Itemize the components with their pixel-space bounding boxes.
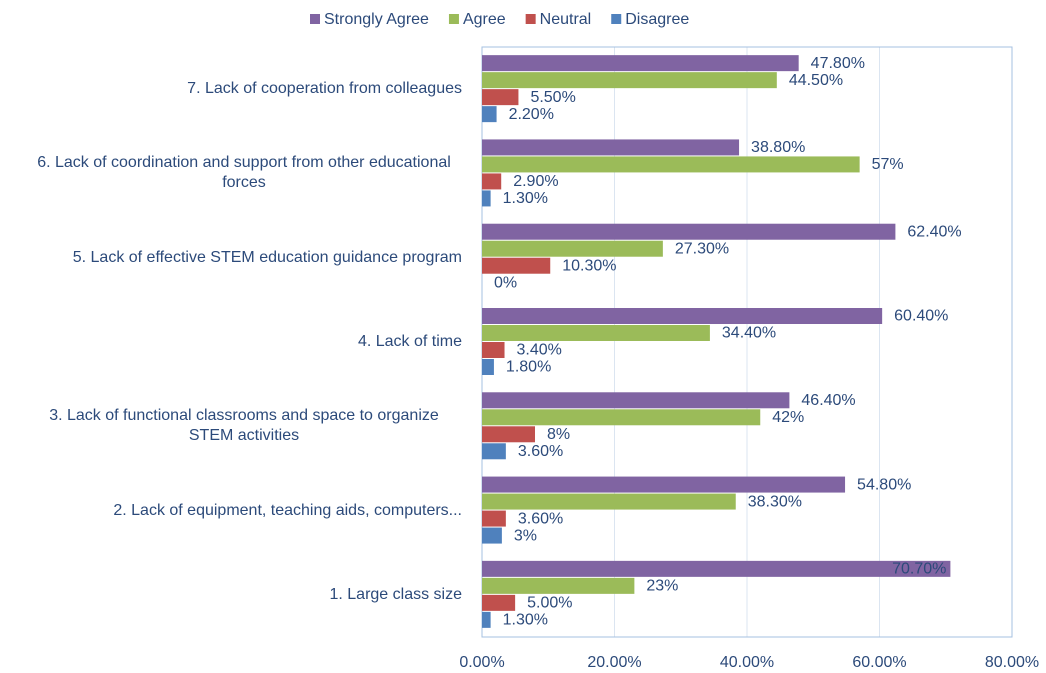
data-label: 27.30% xyxy=(675,240,729,257)
bar xyxy=(482,106,497,123)
data-label: 42% xyxy=(772,409,804,426)
data-label: 46.40% xyxy=(801,392,855,409)
category-label: 5. Lack of effective STEM education guid… xyxy=(72,248,462,266)
data-label: 34.40% xyxy=(722,325,776,342)
data-label: 47.80% xyxy=(811,55,865,72)
category-label: 1. Large class size xyxy=(329,585,462,603)
category-label: 7. Lack of cooperation from colleagues xyxy=(187,80,462,98)
data-label: 8% xyxy=(547,426,570,443)
data-label: 44.50% xyxy=(789,72,843,89)
bar xyxy=(482,611,491,628)
category-label: 3. Lack of functional classrooms and spa… xyxy=(49,407,439,445)
x-tick-label: 40.00% xyxy=(720,654,774,671)
bar xyxy=(482,476,846,493)
data-label: 10.30% xyxy=(562,257,616,274)
legend-swatch xyxy=(448,14,459,24)
bar xyxy=(482,240,663,257)
bar xyxy=(482,173,502,190)
bar xyxy=(482,409,761,426)
x-tick-label: 60.00% xyxy=(852,654,906,671)
bar xyxy=(482,325,710,341)
x-tick-label: 80.00% xyxy=(985,654,1039,671)
bar xyxy=(482,257,551,274)
data-label: 1.80% xyxy=(506,359,551,376)
data-label: 3.60% xyxy=(518,510,563,527)
bar xyxy=(482,493,736,510)
data-label: 0% xyxy=(494,274,517,291)
bar xyxy=(482,443,506,460)
bar xyxy=(482,72,777,89)
bar xyxy=(482,527,502,544)
x-tick-label: 0.00% xyxy=(459,654,504,671)
data-label: 3.40% xyxy=(517,342,562,359)
data-label: 60.40% xyxy=(894,308,948,325)
data-label: 5.50% xyxy=(530,89,575,106)
data-label: 3.60% xyxy=(518,443,563,460)
bar xyxy=(482,139,740,156)
bar xyxy=(482,342,505,358)
legend-swatch xyxy=(611,14,622,24)
bar xyxy=(482,308,883,324)
data-label: 5.00% xyxy=(527,595,572,612)
data-label: 2.90% xyxy=(513,173,558,190)
data-label: 38.80% xyxy=(751,139,805,156)
data-label: 3% xyxy=(514,527,537,544)
bar xyxy=(482,577,635,594)
legend-label: Agree xyxy=(463,11,506,28)
bar xyxy=(482,156,860,173)
data-label: 70.70% xyxy=(892,561,946,578)
bar xyxy=(482,510,506,527)
data-label: 2.20% xyxy=(509,106,554,123)
data-label: 23% xyxy=(646,578,678,595)
bar xyxy=(482,359,494,375)
x-tick-label: 20.00% xyxy=(587,654,641,671)
bar xyxy=(482,560,951,577)
legend-swatch xyxy=(310,14,320,24)
bar xyxy=(482,426,535,443)
data-label: 1.30% xyxy=(503,190,548,207)
data-label: 57% xyxy=(872,156,904,173)
legend-swatch xyxy=(525,14,536,24)
legend-label: Strongly Agree xyxy=(324,11,429,28)
data-label: 62.40% xyxy=(907,223,961,240)
data-label: 38.30% xyxy=(748,493,802,510)
bar xyxy=(482,223,896,240)
data-label: 54.80% xyxy=(857,476,911,493)
legend-label: Disagree xyxy=(625,11,689,28)
bar xyxy=(482,392,790,409)
bar xyxy=(482,190,491,207)
category-label: 2. Lack of equipment, teaching aids, com… xyxy=(113,501,462,519)
category-label: 6. Lack of coordination and support from… xyxy=(37,154,451,192)
category-label: 4. Lack of time xyxy=(357,333,462,350)
bar xyxy=(482,55,799,72)
legend-label: Neutral xyxy=(540,11,592,28)
bar xyxy=(482,594,516,611)
bar xyxy=(482,89,519,106)
data-label: 1.30% xyxy=(503,612,548,629)
